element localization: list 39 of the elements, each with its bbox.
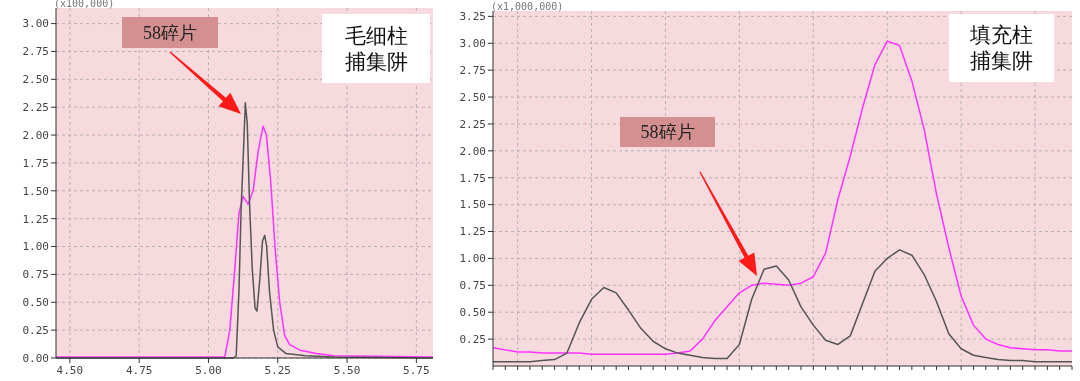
annotation: 58碎片 [640,122,695,143]
line-series [492,249,1073,363]
y-tick-label: 1.75 [459,171,486,185]
y-axis-title: (x100,000) [54,0,115,9]
y-tick-label: 0.25 [459,332,486,346]
x-tick-label: 4.75 [125,364,153,377]
y-tick-label: 0.75 [22,268,49,282]
y-tick-label: 2.50 [22,73,49,87]
y-tick-label: 2.75 [459,64,486,78]
y-tick-label: 3.00 [459,37,486,51]
y-tick-label: 2.25 [22,101,49,115]
y-tick-label: 2.00 [22,128,49,142]
y-tick-label: 1.75 [22,156,49,170]
annotation: 毛细柱捕集阱 [344,23,408,74]
y-tick-label: 1.50 [459,198,486,212]
x-tick-label: 5.75 [403,364,430,377]
x-tick-label: 5.25 [264,364,292,377]
y-tick-label: 2.00 [459,144,486,158]
y-tick-label: 1.25 [459,225,486,239]
y-tick-label: 1.00 [459,252,486,266]
y-tick-label: 3.25 [459,10,486,24]
y-tick-label: 1.25 [22,212,49,226]
y-tick-label: 3.00 [22,17,49,31]
y-tick-label: 0.00 [22,351,49,365]
y-tick-label: 0.50 [459,306,486,320]
annotation: 填充柱捕集阱 [969,23,1033,74]
annotation: 58碎片 [143,22,197,43]
y-tick-label: 2.25 [459,117,486,131]
x-tick-label: 5.50 [333,364,361,377]
y-axis-title: (x1,000,000) [491,1,564,12]
x-tick-label: 5.00 [195,364,222,377]
y-tick-label: 1.00 [22,240,49,254]
y-tick-label: 0.75 [459,279,486,293]
y-tick-label: 0.25 [22,323,49,337]
x-tick-label: 4.50 [56,364,84,377]
y-tick-label: 0.50 [22,296,49,310]
y-tick-label: 2.75 [22,45,49,59]
y-tick-label: 2.50 [459,90,486,104]
y-tick-label: 1.50 [22,184,49,198]
